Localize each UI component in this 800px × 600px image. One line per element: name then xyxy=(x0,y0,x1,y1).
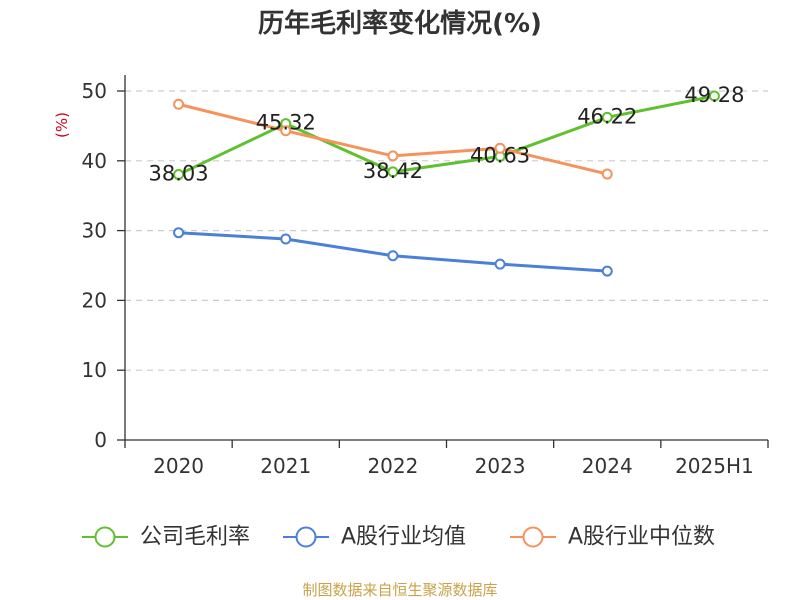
data-point xyxy=(173,98,185,110)
data-point xyxy=(280,233,292,245)
y-tick-label: 40 xyxy=(82,149,107,173)
y-tick-label: 0 xyxy=(94,428,107,452)
legend-item[interactable]: A股行业中位数 xyxy=(510,525,715,550)
x-tick-label: 2025H1 xyxy=(675,454,754,478)
x-tick-label: 2022 xyxy=(367,454,418,478)
y-tick-label: 20 xyxy=(82,288,107,312)
y-tick-label: 50 xyxy=(82,79,107,103)
data-label: 38.42 xyxy=(363,159,423,183)
data-point xyxy=(173,227,185,239)
x-tick-label: 2024 xyxy=(582,454,633,478)
x-tick-label: 2021 xyxy=(260,454,311,478)
data-point xyxy=(494,258,506,270)
legend-label: A股行业中位数 xyxy=(568,525,715,550)
data-point xyxy=(387,150,399,162)
data-label: 40.63 xyxy=(470,143,530,167)
data-point xyxy=(173,169,185,181)
data-point xyxy=(494,142,506,154)
legend-item[interactable]: 公司毛利率 xyxy=(82,525,250,550)
legend-marker xyxy=(94,526,116,548)
y-axis: 0 10 20 30 40 50 xyxy=(82,75,126,452)
data-point xyxy=(601,168,613,180)
y-axis-label: (%) xyxy=(53,112,71,138)
data-point xyxy=(387,166,399,178)
legend-label: A股行业均值 xyxy=(341,525,466,550)
x-tick-label: 2020 xyxy=(153,454,204,478)
data-point xyxy=(387,250,399,262)
data-label: 46.22 xyxy=(577,104,637,128)
data-point xyxy=(601,265,613,277)
data-label: 49.28 xyxy=(684,83,744,107)
legend-marker xyxy=(522,526,544,548)
series-2 xyxy=(173,98,613,180)
data-point xyxy=(708,90,720,102)
legend: 公司毛利率 A股行业均值 A股行业中位数 xyxy=(82,525,715,550)
gridlines xyxy=(125,90,768,371)
series-lines xyxy=(173,90,720,277)
x-tick-label: 2023 xyxy=(475,454,526,478)
data-label: 38.03 xyxy=(149,162,209,186)
data-label: 45.32 xyxy=(256,111,316,135)
series-line xyxy=(177,94,716,177)
legend-item[interactable]: A股行业均值 xyxy=(283,525,466,550)
legend-marker xyxy=(295,526,317,548)
data-point xyxy=(601,111,613,123)
y-tick-label: 10 xyxy=(82,358,107,382)
legend-label: 公司毛利率 xyxy=(140,525,250,550)
x-axis: 2020 2021 2022 2023 2024 2025H1 xyxy=(124,439,769,478)
footer-source: 制图数据来自恒生聚源数据库 xyxy=(302,581,497,599)
data-point xyxy=(280,125,292,137)
chart-title: 历年毛利率变化情况(%) xyxy=(258,8,542,39)
data-labels: 38.03 45.32 38.42 40.63 46.22 49.28 xyxy=(149,83,745,186)
y-tick-label: 30 xyxy=(82,219,107,243)
series-1 xyxy=(173,227,613,277)
